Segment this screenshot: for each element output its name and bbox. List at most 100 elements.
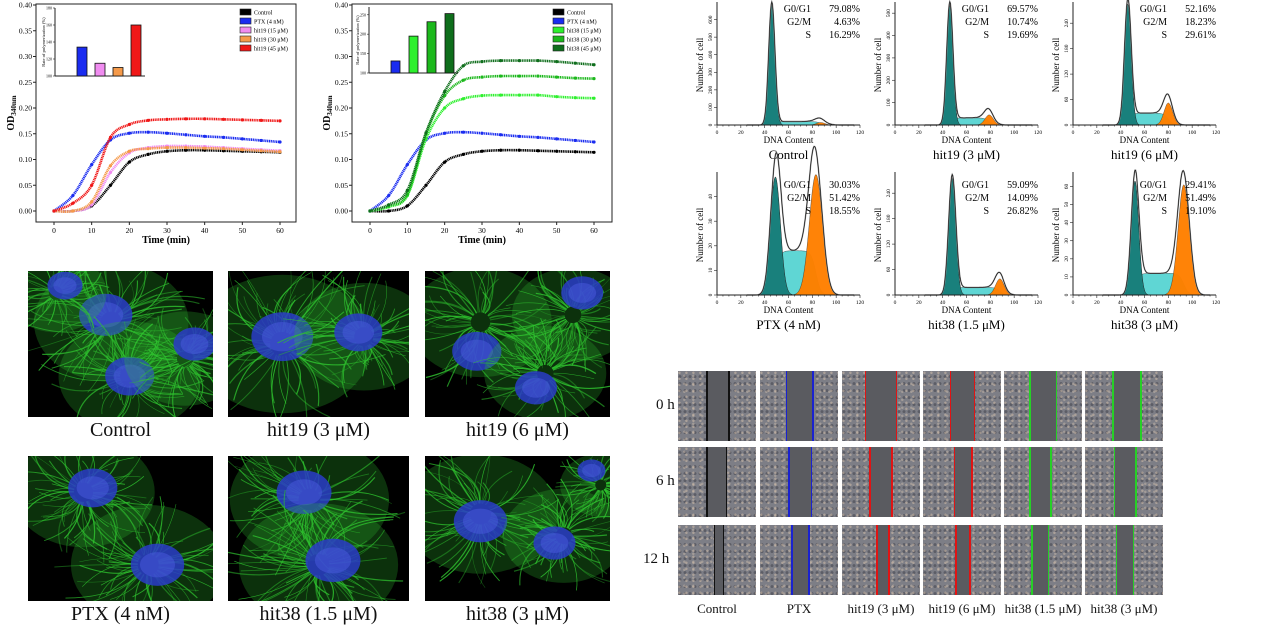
wound-edge-line bbox=[1112, 371, 1114, 441]
microtubule-fiber bbox=[285, 571, 311, 601]
x-tick-label: 120 bbox=[1034, 300, 1043, 306]
microtubule-fiber bbox=[555, 484, 596, 488]
data-point bbox=[480, 149, 484, 153]
x-tick-label: 20 bbox=[1094, 130, 1100, 136]
phase-percentage: 29.61% bbox=[1185, 30, 1216, 41]
data-point bbox=[536, 149, 540, 153]
x-tick-label: 10 bbox=[404, 226, 412, 235]
y-tick-label: 0.35 bbox=[335, 26, 348, 35]
microtubule-fiber bbox=[477, 271, 488, 313]
wound-edge-line bbox=[971, 447, 973, 517]
wound-gap bbox=[1113, 371, 1142, 441]
microtubule-fiber bbox=[28, 279, 51, 290]
y-tick-label: 100 bbox=[708, 103, 714, 112]
y-tick-label: 0.10 bbox=[335, 155, 348, 164]
microtubule-fiber bbox=[149, 347, 179, 356]
wound-edge-line bbox=[888, 525, 890, 595]
data-point bbox=[127, 122, 131, 127]
microtubule-fiber bbox=[28, 288, 50, 291]
microtubule-fiber bbox=[372, 338, 409, 345]
wound-edge-line bbox=[1135, 447, 1137, 517]
microscopy-label: hit38 (1.5 μM) bbox=[259, 603, 378, 625]
y-tick-label: 200 bbox=[708, 85, 714, 94]
microtubule-fiber bbox=[59, 298, 67, 321]
inset-y-tick-label: 200 bbox=[360, 32, 366, 37]
inset-y-tick-label: 250 bbox=[360, 12, 366, 17]
cell-cycle-histogram-4: 0 20 40 60 80 100 120 0 10 20 30 40 Number of cell DN… bbox=[695, 145, 864, 332]
data-point bbox=[108, 170, 113, 174]
data-point bbox=[555, 149, 559, 153]
microtubule-fiber bbox=[553, 373, 586, 399]
x-tick-label: 40 bbox=[201, 226, 209, 235]
phase-label: G2/M bbox=[965, 17, 989, 28]
nucleus-core bbox=[314, 547, 352, 574]
cell-cytoplasm bbox=[484, 326, 607, 417]
legend-swatch bbox=[552, 17, 565, 25]
y-tick-label: 50 bbox=[1064, 202, 1070, 208]
immunofluorescence-image bbox=[228, 456, 409, 601]
microtubule-fiber bbox=[54, 564, 138, 568]
microtubule-fiber bbox=[425, 301, 474, 316]
microtubule-fiber bbox=[534, 319, 567, 367]
y-axis-label: Number of cell bbox=[695, 207, 705, 262]
microtubule-fiber bbox=[32, 297, 51, 326]
microtubule-image bbox=[28, 271, 213, 417]
x-tick-label: 100 bbox=[1010, 300, 1019, 306]
microtubule-fiber bbox=[154, 360, 178, 374]
microtubule-fiber bbox=[571, 528, 610, 533]
phase-label: G2/M bbox=[965, 193, 989, 204]
x-tick-label: 40 bbox=[940, 130, 946, 136]
microtubule-fiber bbox=[551, 325, 573, 369]
cell-cycle-histogram-6: 0 20 40 60 80 100 120 0 10 20 30 40 50 60 Number of ce… bbox=[1051, 169, 1220, 332]
line-chart-1: 0.00 0.05 0.10 0.15 0.20 0.25 0.30 0.35 0.40 0 10 2… bbox=[6, 1, 297, 246]
inset-y-axis-label: Rate of polymerization (%) bbox=[41, 17, 46, 67]
immunofluorescence-image bbox=[28, 271, 213, 417]
cell-cycle-histogram-2: 0 20 40 60 80 100 120 0 100 200 300 400 500 Number of… bbox=[873, 0, 1042, 162]
microtubule-fiber bbox=[571, 521, 610, 534]
x-axis-label: DNA Content bbox=[1120, 305, 1170, 315]
microtubule-fiber bbox=[425, 326, 473, 341]
microtubule-fiber bbox=[28, 491, 74, 510]
microtubule-fiber bbox=[604, 488, 610, 493]
immunofluorescence-image bbox=[425, 271, 610, 417]
wound-gap bbox=[870, 447, 892, 517]
wound-edge-line bbox=[713, 525, 716, 595]
inset-y-tick-label: 180 bbox=[46, 6, 52, 11]
wound-gap bbox=[1029, 371, 1057, 441]
microtubule-fiber bbox=[435, 324, 472, 329]
microtubule-fiber bbox=[47, 299, 56, 326]
microtubule-fiber bbox=[28, 495, 75, 504]
y-tick-label: 60 bbox=[1064, 97, 1070, 103]
nucleus-core bbox=[76, 476, 109, 500]
wound-edge-line bbox=[706, 447, 708, 517]
histogram-title: hit19 (6 μM) bbox=[1111, 147, 1178, 162]
microtubule-fiber bbox=[425, 318, 472, 328]
microtubule-fiber bbox=[580, 299, 610, 312]
data-point bbox=[536, 135, 540, 139]
wound-edge-line bbox=[1140, 371, 1142, 441]
microtubule-fiber bbox=[139, 364, 181, 381]
microtubule-fiber bbox=[56, 299, 78, 338]
microtubule-fiber bbox=[190, 363, 211, 375]
microtubule-fiber bbox=[574, 322, 609, 346]
data-point bbox=[90, 163, 94, 167]
microtubule-fiber bbox=[454, 467, 482, 504]
data-point bbox=[536, 74, 540, 78]
microtubule-fiber bbox=[551, 364, 597, 375]
microtubule-fiber bbox=[551, 377, 590, 417]
y-tick-label: 0.05 bbox=[19, 181, 32, 190]
data-point bbox=[108, 135, 113, 139]
treatment-label: hit38 (3 μM) bbox=[1090, 601, 1158, 616]
microtubule-fiber bbox=[569, 486, 596, 494]
wound-edge-line bbox=[1113, 447, 1116, 517]
microtubule-fiber bbox=[545, 319, 567, 343]
phase-label: S bbox=[983, 206, 989, 217]
microtubule-fiber bbox=[603, 489, 610, 519]
microtubule-fiber bbox=[564, 505, 589, 528]
microtubule-fiber bbox=[44, 501, 84, 542]
microtubule-fiber bbox=[522, 351, 538, 370]
cell-cycle-histogram-5: 0 20 40 60 80 100 120 0 60 120 180 240 Number of cel… bbox=[873, 172, 1042, 332]
microtubule-fiber bbox=[261, 569, 310, 601]
